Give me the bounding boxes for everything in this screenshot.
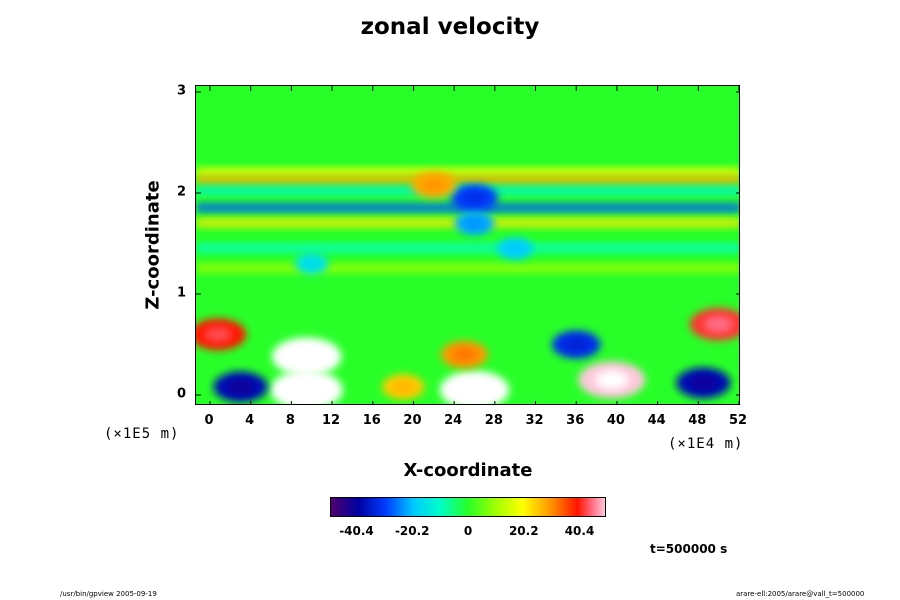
y-tick-label: 3 xyxy=(177,83,187,99)
heatmap-feature-core-6 xyxy=(226,379,255,395)
x-tick-label: 44 xyxy=(647,413,666,428)
heatmap-band-6 xyxy=(196,263,739,273)
x-tick-label: 24 xyxy=(444,413,463,428)
heatmap-feature-core-7 xyxy=(689,375,717,391)
x-tick-label: 8 xyxy=(285,413,295,428)
footer-left-text: /usr/bin/gpview 2005-09-19 xyxy=(60,590,157,598)
colorbar-tick-label: 40.4 xyxy=(564,524,595,538)
heatmap-feature-core-1 xyxy=(457,380,492,400)
colorbar-tick-label: 20.2 xyxy=(508,524,539,538)
x-tick-label: 16 xyxy=(362,413,381,428)
colorbar-tick-label: -20.2 xyxy=(394,524,430,538)
heatmap-feature-core-2 xyxy=(289,347,325,367)
heatmap-feature-core-8 xyxy=(452,347,477,362)
heatmap-band-1 xyxy=(196,175,739,185)
heatmap-feature-core-5 xyxy=(704,316,734,333)
x-tick-label: 0 xyxy=(204,413,214,428)
colorbar-tick-label: -40.4 xyxy=(339,524,374,538)
chart-title: zonal velocity xyxy=(360,14,540,40)
x-tick-label: 12 xyxy=(322,413,341,428)
x-axis-label: X-coordinate xyxy=(403,460,533,481)
x-tick-label: 4 xyxy=(245,413,255,428)
heatmap-feature-core-13 xyxy=(422,178,446,192)
y-tick-label: 0 xyxy=(177,386,187,402)
x-tick-label: 32 xyxy=(525,413,544,428)
heatmap-band-0 xyxy=(196,167,739,177)
colorbar-tick-label: 0 xyxy=(463,524,473,538)
heatmap-feature-core-12 xyxy=(462,191,487,205)
heatmap-feature-core-15 xyxy=(303,258,321,269)
heatmap-feature-core-0 xyxy=(288,380,325,400)
tick-marks xyxy=(196,86,739,404)
heatmap-feature-core-11 xyxy=(506,243,525,255)
heatmap-band-5 xyxy=(196,243,739,253)
footer-right-text: arare-ell:2005/arare@vall_t=500000 xyxy=(736,590,865,598)
colorbar xyxy=(330,497,606,517)
x-tick-label: 20 xyxy=(403,413,422,428)
x-tick-label: 36 xyxy=(566,413,585,428)
y-scale-note: (×1E5 m) xyxy=(104,426,180,442)
x-scale-note: (×1E4 m) xyxy=(668,436,744,452)
x-tick-label: 52 xyxy=(728,413,748,428)
heatmap-feature-core-10 xyxy=(392,380,414,394)
y-tick-label: 2 xyxy=(177,184,187,200)
heatmap-feature-core-3 xyxy=(595,370,629,390)
heatmap-feature-core-4 xyxy=(204,326,233,343)
x-tick-label: 48 xyxy=(688,413,707,428)
heatmap-feature-core-9 xyxy=(564,337,589,352)
x-tick-label: 28 xyxy=(484,413,503,428)
time-label: t=500000 s xyxy=(650,542,728,556)
plot-area xyxy=(195,85,740,405)
x-tick-label: 40 xyxy=(606,413,625,428)
heatmap-svg xyxy=(196,86,739,404)
y-tick-label: 1 xyxy=(177,285,187,301)
y-axis-label: Z-coordinate xyxy=(142,180,164,310)
heatmap-feature-core-14 xyxy=(464,217,485,230)
